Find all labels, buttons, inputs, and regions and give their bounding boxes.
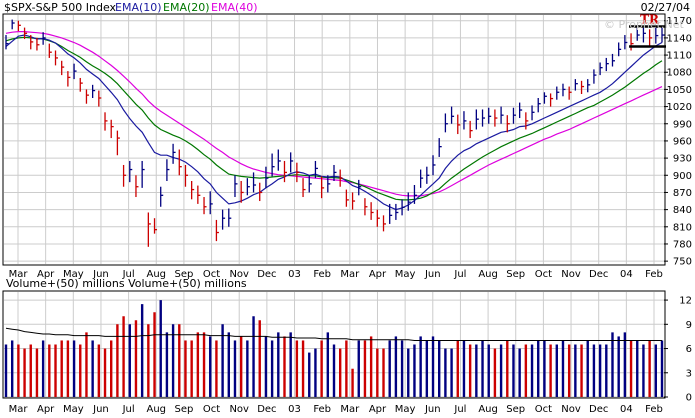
price-x-tick-label: Oct: [203, 269, 220, 280]
price-x-tick-label: 04: [620, 269, 633, 280]
price-y-tick-label: 780: [673, 239, 692, 250]
price-x-tick-label: Jun: [92, 269, 109, 280]
tr-label: TR: [640, 12, 660, 26]
price-x-tick-label: Nov: [229, 269, 249, 280]
volume-x-tick-label: 03: [288, 404, 301, 415]
price-x-tick-label: Oct: [535, 269, 552, 280]
price-x-tick-label: Dec: [589, 269, 608, 280]
price-y-tick-label: 1080: [667, 68, 692, 79]
volume-y-tick-label: 6: [686, 344, 692, 355]
price-x-tick-label: Feb: [645, 269, 663, 280]
volume-x-tick-label: Aug: [146, 404, 166, 415]
volume-x-tick-label: Aug: [478, 404, 498, 415]
price-x-tick-label: Mar: [9, 269, 29, 280]
price-y-tick-label: 1140: [667, 33, 692, 44]
price-x-tick-label: Sep: [174, 269, 193, 280]
volume-y-tick-label: 0: [686, 393, 692, 404]
volume-x-tick-label: Mar: [9, 404, 29, 415]
volume-x-tick-label: Jul: [122, 404, 135, 415]
volume-x-tick-label: May: [63, 404, 84, 415]
price-y-tick-label: 1050: [667, 85, 692, 96]
volume-y-tick-label: 3: [686, 368, 692, 379]
price-x-tick-label: Sep: [506, 269, 525, 280]
axis-ticks: 7507808108408709009309609901020105010801…: [9, 16, 692, 415]
price-y-tick-label: 1110: [667, 51, 692, 62]
price-bars: [5, 19, 665, 247]
price-x-tick-label: Aug: [146, 269, 166, 280]
volume-x-tick-label: Mar: [340, 404, 360, 415]
price-y-tick-label: 870: [673, 188, 692, 199]
volume-x-tick-label: 04: [620, 404, 633, 415]
volume-y-tick-label: 12: [679, 296, 692, 307]
volume-x-tick-label: Sep: [506, 404, 525, 415]
price-x-tick-label: May: [395, 269, 416, 280]
volume-label: Volume+(50) millions Volume+(50) million…: [6, 277, 247, 290]
price-x-tick-label: Jul: [122, 269, 135, 280]
volume-x-tick-label: Apr: [37, 404, 55, 415]
volume-x-tick-label: Feb: [313, 404, 331, 415]
price-x-tick-label: Apr: [369, 269, 387, 280]
price-x-tick-label: Aug: [478, 269, 498, 280]
price-x-tick-label: Jun: [424, 269, 441, 280]
volume-x-tick-label: Jun: [92, 404, 109, 415]
volume-y-tick-label: 9: [686, 320, 692, 331]
volume-x-tick-label: Dec: [589, 404, 608, 415]
price-x-tick-label: Mar: [340, 269, 360, 280]
price-x-tick-label: Jul: [453, 269, 466, 280]
price-y-tick-label: 840: [673, 205, 692, 216]
volume-x-tick-label: Sep: [174, 404, 193, 415]
price-y-tick-label: 960: [673, 136, 692, 147]
volume-x-tick-label: Nov: [229, 404, 249, 415]
price-y-tick-label: 810: [673, 222, 692, 233]
price-y-tick-label: 900: [673, 171, 692, 182]
volume-x-tick-label: Jun: [424, 404, 441, 415]
ema40-label: EMA(40): [211, 1, 258, 14]
volume-x-tick-label: May: [395, 404, 416, 415]
volume-x-tick-label: Apr: [369, 404, 387, 415]
price-x-tick-label: Feb: [313, 269, 331, 280]
price-x-tick-label: Nov: [561, 269, 581, 280]
price-y-tick-label: 1170: [667, 16, 692, 27]
volume-x-tick-label: Nov: [561, 404, 581, 415]
volume-x-tick-label: Feb: [645, 404, 663, 415]
ema20-label: EMA(20): [163, 1, 210, 14]
price-x-tick-label: 03: [288, 269, 301, 280]
watermark: © Prophet.Net: [604, 18, 684, 31]
volume-x-tick-label: Jul: [453, 404, 466, 415]
price-y-tick-label: 1020: [667, 102, 692, 113]
price-y-tick-label: 990: [673, 119, 692, 130]
price-panel-frame: [2, 13, 666, 266]
chart-date: 02/27/04: [641, 1, 690, 14]
symbol-label: $SPX-S&P 500 Index: [4, 1, 117, 14]
volume-x-tick-label: Oct: [203, 404, 220, 415]
price-x-tick-label: Dec: [257, 269, 276, 280]
price-x-tick-label: May: [63, 269, 84, 280]
tr-annotation: TR: [629, 12, 666, 48]
price-y-tick-label: 930: [673, 154, 692, 165]
volume-x-tick-label: Oct: [535, 404, 552, 415]
price-x-tick-label: Apr: [37, 269, 55, 280]
ema10-label: EMA(10): [115, 1, 162, 14]
volume-ma-line: [5, 327, 662, 341]
volume-bars: [4, 300, 664, 397]
volume-x-tick-label: Dec: [257, 404, 276, 415]
price-y-tick-label: 750: [673, 257, 692, 268]
